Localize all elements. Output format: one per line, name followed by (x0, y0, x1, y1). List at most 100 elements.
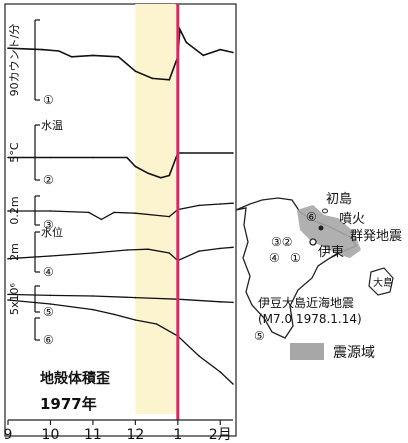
panel-2-point (126, 156, 128, 159)
panel-2-name: 水温 (41, 119, 63, 132)
panel-1-point (151, 77, 154, 80)
panel-1-point (41, 48, 43, 51)
panel-1-point (92, 54, 94, 57)
panel-1-point (179, 28, 181, 31)
panel-6-point (49, 303, 52, 305)
panel-3-id: ③ (43, 218, 54, 232)
panel-2-point (168, 174, 171, 177)
panel-2-series-line (8, 152, 233, 179)
panel-5-point (219, 301, 222, 303)
swarm-label: 群発地震 (350, 229, 402, 244)
panel-3-point (113, 211, 115, 214)
quake-detail-label: (M7.0 1978.1.14) (258, 312, 362, 326)
x-tick-label: 12 (126, 427, 144, 443)
panel-4: 2m ④ 水位 (7, 225, 234, 279)
panel-4-id: ④ (43, 265, 54, 279)
panel-5-point (232, 301, 234, 304)
panel-5-point (92, 295, 94, 297)
panel-3-point (100, 218, 103, 221)
panel-3-point (87, 211, 90, 214)
panel-6-point (134, 319, 137, 321)
panel-3-point (49, 210, 52, 212)
panel-2-point (181, 152, 183, 154)
panel-1-point (168, 79, 171, 81)
panel-6: ⑥ 地殻体積歪 (7, 299, 234, 387)
eruption-label: 噴火 (339, 212, 365, 227)
panel-5-scale-label: 5x10⁶ (8, 282, 21, 315)
x-tick-label: 10 (42, 427, 60, 443)
hatsushima-island (322, 208, 328, 214)
panel-6-point (232, 383, 234, 385)
panel-2-scale-label: 5°C (8, 142, 21, 162)
panel-1-point (232, 51, 234, 54)
station-mark-3-2: ③② (271, 235, 293, 249)
oshima-label: 大島 (373, 276, 393, 289)
panel-4-point (147, 248, 149, 250)
eruption-point (318, 225, 324, 231)
series-panels: 90カウント/分 ① 5°C ② 水温 0.2m③ 2m ④ 水位 5x10⁶ ⑤ ⑥ 地殻体積歪 (7, 19, 234, 387)
panel-5-point (7, 293, 9, 296)
panel-4-point (49, 255, 52, 257)
panel-2-point (7, 156, 9, 159)
panel-2-point (49, 156, 52, 159)
panel-6-point (155, 323, 158, 325)
panel-6-series-line (7, 299, 234, 385)
panel-3-point (168, 215, 171, 218)
panel-1-series-line (7, 26, 234, 81)
panel-2-point (134, 165, 137, 168)
panel-3: 0.2m③ (7, 195, 234, 232)
x-tick-label: 11 (84, 427, 102, 443)
panel-1-scale-label: 90カウント/分 (8, 24, 21, 97)
panel-3-point (198, 204, 200, 207)
ito-label: 伊東 (318, 244, 344, 260)
panel-6-point (219, 371, 222, 373)
panel-5-point (134, 296, 137, 299)
x-axis-ticks: 9 10 11 12 1 2月 (4, 419, 233, 443)
panel-3-point (7, 210, 9, 212)
panel-4-point (126, 249, 128, 251)
panel-4-point (92, 252, 94, 254)
time-series-plot: 90カウント/分 ① 5°C ② 水温 0.2m③ 2m ④ 水位 5x10⁶ ⑤ ⑥ 地殻体積歪 9 1… (4, 3, 237, 443)
hatsushima-label: 初島 (326, 192, 352, 207)
x-tick-label: 2月 (209, 427, 232, 443)
panel-1-point (7, 47, 9, 49)
panel-4-point (219, 247, 222, 250)
panel-1-point (70, 56, 73, 58)
panel-1-id: ① (43, 93, 54, 107)
panel-3-point (232, 202, 234, 204)
panel-4-point (168, 252, 171, 254)
panel-6-point (7, 299, 9, 301)
plot-frame (4, 3, 237, 437)
source-region (297, 205, 361, 258)
panel-3-point (219, 203, 222, 205)
panel-3-point (134, 212, 137, 214)
panel-4-point (232, 246, 234, 249)
ito-point (309, 238, 317, 246)
panel-6-point (113, 313, 115, 316)
izu-peninsula-coastline (235, 197, 357, 339)
izu-map: 初島 噴火 群発地震 伊東 大島 伊豆大島近海地震 (M7.0 1978.1.1… (235, 192, 402, 361)
panel-5-point (49, 294, 52, 297)
panel-2-id: ② (43, 173, 54, 187)
panel-2-point (147, 172, 149, 175)
x-tick-label: 1 (173, 427, 182, 443)
panel-2: 5°C ② 水温 (7, 119, 234, 187)
year-label: 1977年 (40, 395, 97, 413)
oshima-island (368, 267, 394, 296)
station-mark-5: ⑤ (254, 329, 265, 343)
panel-1-point (134, 70, 137, 72)
panel-1-point (185, 41, 188, 44)
precursor-highlight-band (135, 4, 176, 414)
quake-label: 伊豆大島近海地震 (258, 295, 354, 310)
panel-6-point (198, 355, 200, 357)
panel-2-point (92, 156, 94, 159)
panel-4-scale-label: 2m (8, 243, 21, 261)
panel-5-id: ⑤ (43, 305, 54, 319)
panel-1-point (219, 48, 222, 51)
panel-4-point (7, 257, 9, 260)
panel-6-name: 地殻体積歪 (40, 370, 110, 387)
panel-4-series-line (7, 246, 234, 262)
panel-1-point (117, 56, 120, 58)
station-mark-4: ④ (269, 251, 280, 265)
